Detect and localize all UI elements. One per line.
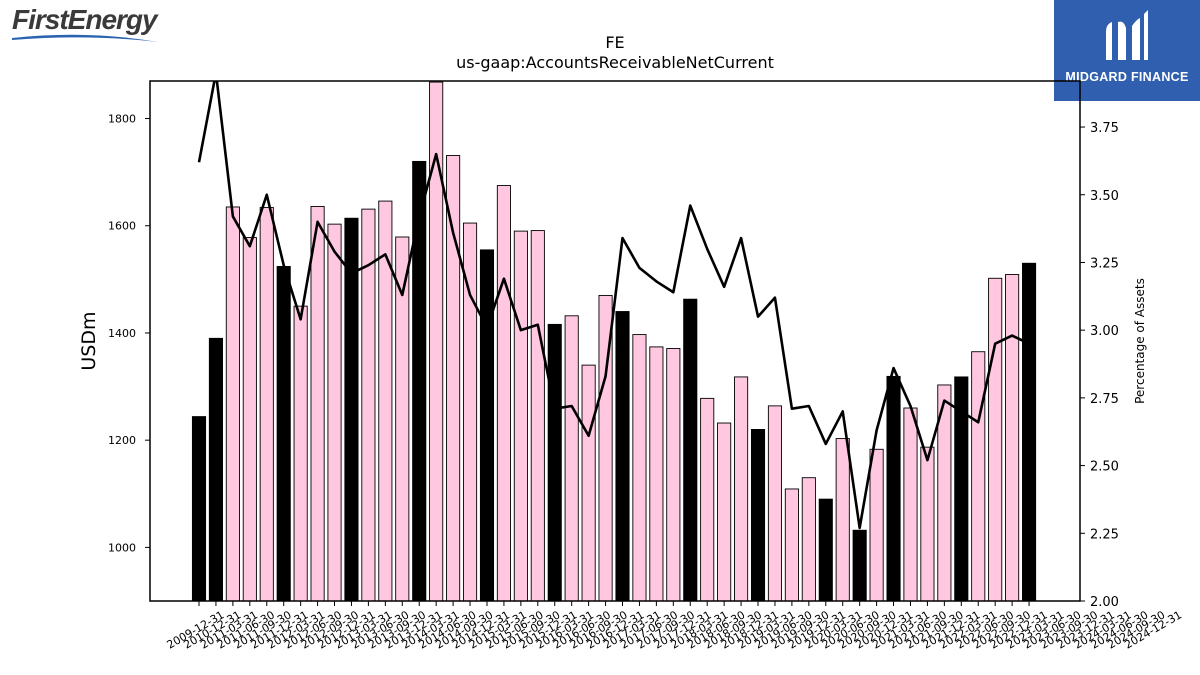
y2-tick-label: 2.75 — [1090, 392, 1119, 407]
bar-annual — [547, 323, 562, 601]
y2-tick-label: 3.25 — [1090, 256, 1119, 271]
bar-annual — [886, 375, 901, 601]
firstenergy-swoosh-icon — [12, 34, 158, 42]
y-tick-label: 1400 — [108, 327, 136, 340]
bars-layer — [191, 81, 1037, 601]
bar-quarterly — [564, 315, 579, 601]
bar-annual — [954, 376, 969, 601]
bar-quarterly — [310, 205, 325, 601]
bar-quarterly — [903, 407, 918, 601]
bar-quarterly — [259, 207, 274, 601]
bar-quarterly — [869, 448, 884, 601]
y-tick-label: 1000 — [108, 541, 136, 554]
y-axis-label: USDm — [78, 311, 100, 370]
bar-annual — [683, 298, 698, 601]
bar-quarterly — [734, 376, 749, 601]
bar-quarterly — [717, 422, 732, 601]
bar-annual — [479, 249, 495, 601]
y-tick-label: 1200 — [108, 434, 136, 447]
bar-quarterly — [395, 236, 410, 601]
y-tick-label: 1800 — [108, 113, 136, 126]
bar-quarterly — [598, 294, 613, 601]
bar-quarterly — [581, 364, 596, 601]
bar-annual — [191, 416, 207, 601]
midgard-finance-label: MIDGARD FINANCE — [1065, 70, 1189, 84]
y2-tick-label: 3.50 — [1090, 189, 1119, 204]
bar-quarterly — [462, 222, 478, 601]
logo-midgard-finance: MIDGARD FINANCE — [1054, 0, 1200, 101]
y2-tick-label: 2.00 — [1090, 595, 1119, 610]
firstenergy-wordmark: FirstEnergy — [12, 4, 158, 35]
bar-quarterly — [513, 230, 528, 601]
bar-annual — [750, 429, 766, 601]
bar-quarterly — [784, 488, 799, 601]
y2-tick-label: 2.50 — [1090, 460, 1119, 475]
line-series-percentage-of-assets — [197, 81, 1030, 530]
bar-quarterly — [1005, 274, 1020, 601]
chart-subtitle: us-gaap:AccountsReceivableNetCurrent — [456, 53, 774, 72]
midgard-monogram-icon — [1106, 10, 1148, 61]
bar-quarterly — [920, 446, 935, 601]
y2-tick-label: 3.75 — [1090, 121, 1119, 136]
bar-quarterly — [225, 206, 240, 601]
x-axis: 2009-12-312010-12-312011-03-312011-06-30… — [165, 601, 1184, 652]
bar-quarterly — [242, 237, 257, 601]
y2-tick-label: 3.00 — [1090, 324, 1119, 339]
bar-annual — [818, 498, 833, 601]
bar-quarterly — [835, 438, 850, 601]
bar-quarterly — [649, 346, 664, 601]
bar-quarterly — [327, 223, 342, 601]
bar-annual — [344, 217, 359, 601]
y2-tick-label: 2.25 — [1090, 527, 1119, 542]
bar-quarterly — [988, 277, 1003, 601]
bar-annual — [208, 337, 223, 601]
bar-annual — [852, 529, 867, 601]
bar-quarterly — [496, 185, 511, 601]
bar-quarterly — [293, 305, 308, 601]
bar-annual — [412, 160, 427, 601]
line-layer — [197, 81, 1030, 530]
bar-quarterly — [378, 200, 393, 601]
y-axis: 1000 1200 1400 1600 1800 — [108, 113, 150, 554]
bar-annual — [1022, 262, 1037, 601]
bar-annual — [276, 266, 291, 601]
bar-quarterly — [767, 405, 783, 601]
bar-quarterly — [971, 351, 986, 601]
chart-title: FE — [605, 33, 624, 52]
bar-quarterly — [530, 230, 545, 601]
bar-annual — [615, 311, 630, 601]
bar-quarterly — [700, 397, 715, 601]
y2-axis: 2.00 2.25 2.50 2.75 3.00 3.25 3.50 3.75 — [1080, 121, 1119, 610]
y2-axis-label: Percentage of Assets — [1133, 278, 1147, 404]
bar-quarterly — [666, 348, 681, 601]
plot-frame — [149, 80, 1081, 602]
y-tick-label: 1600 — [108, 220, 136, 233]
bar-quarterly — [361, 208, 376, 601]
logo-firstenergy: FirstEnergy — [8, 4, 178, 48]
bar-quarterly — [801, 477, 816, 601]
bar-quarterly — [632, 334, 647, 601]
bar-quarterly — [446, 155, 461, 601]
